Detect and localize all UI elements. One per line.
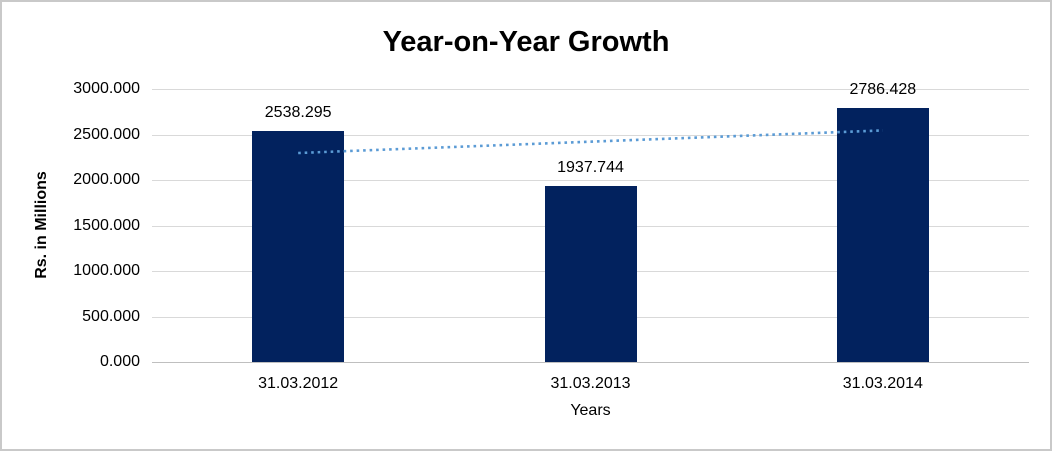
bar-31.03.2012 (252, 131, 345, 362)
bar-value-label: 2786.428 (849, 81, 917, 99)
x-tick-label: 31.03.2012 (258, 375, 339, 392)
x-axis-title: Years (570, 402, 611, 419)
bar-31.03.2013 (544, 185, 637, 362)
bar-value-label: 2538.295 (264, 104, 332, 121)
gridline (152, 134, 1029, 136)
gridline (152, 180, 1029, 181)
bar-31.03.2014 (836, 108, 929, 362)
gridline (152, 89, 1029, 90)
trendline (298, 129, 883, 155)
chart-title: Year-on-Year Growth (382, 26, 670, 58)
y-tick-label: 0.000 (99, 353, 140, 370)
x-axis-line (152, 362, 1029, 363)
y-tick-label: 2500.000 (73, 125, 140, 143)
y-tick-label: 3000.000 (73, 80, 140, 97)
y-tick-label: 1500.000 (73, 216, 140, 234)
y-tick-label: 1000.000 (73, 262, 140, 279)
y-tick-label: 2000.000 (73, 171, 140, 188)
plot-area (152, 89, 1029, 363)
x-tick-label: 31.03.2014 (842, 375, 923, 392)
y-tick-label: 500.000 (82, 307, 140, 325)
x-tick-label: 31.03.2013 (550, 375, 631, 392)
bar-value-label: 1937.744 (557, 158, 624, 176)
